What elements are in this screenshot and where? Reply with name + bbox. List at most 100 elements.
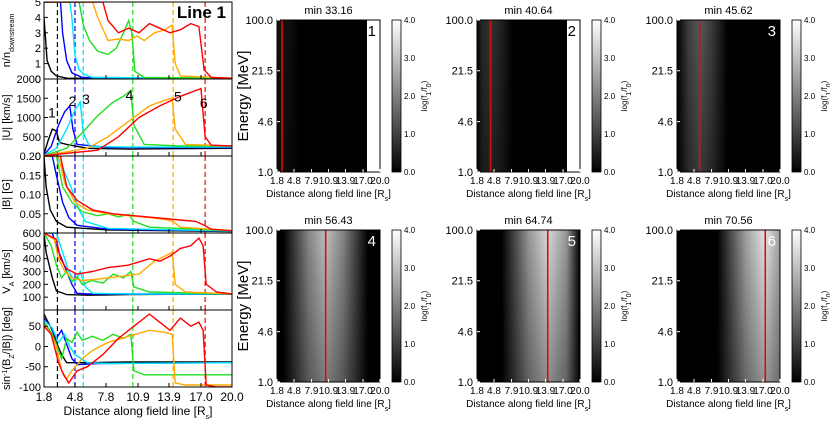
x-tick-label: 10.9 xyxy=(719,386,739,397)
y-tick-label: 0 xyxy=(35,341,41,353)
y-tick-label: 4.6 xyxy=(458,117,473,129)
y-tick-label: 4 xyxy=(35,12,41,24)
colorbar-tick-label: 1.0 xyxy=(604,340,616,349)
x-tick-label: 4.8 xyxy=(287,386,301,397)
series-4-curve xyxy=(44,321,232,376)
panel-number: 1 xyxy=(368,23,376,40)
heatmap-fade xyxy=(677,20,780,172)
series-label-4: 4 xyxy=(125,87,133,103)
panel-title: min 70.56 xyxy=(704,215,752,227)
y-tick-label: -100 xyxy=(19,382,41,394)
colorbar-tick-label: 1.0 xyxy=(604,130,616,139)
y-tick-label: 500 xyxy=(23,241,41,253)
series-6-curve xyxy=(44,233,232,295)
x-tick-label: 13.9 xyxy=(336,386,356,397)
y-tick-label: 500 xyxy=(23,132,41,144)
x-tick-label: 17.0 xyxy=(553,386,573,397)
series-5-curve xyxy=(44,233,232,295)
x-tick-label: 1.8 xyxy=(270,386,284,397)
series-6-curve xyxy=(44,156,232,232)
x-tick-label: 1.8 xyxy=(470,176,484,187)
y-axis-label: sin-1(BZ/|B|) [deg] xyxy=(1,307,16,390)
colorbar-tick-label: 1.0 xyxy=(404,130,416,139)
series-6-curve xyxy=(44,2,232,79)
y-tick-label: 1.0 xyxy=(658,167,673,179)
x-tick-label: 1.8 xyxy=(36,390,53,404)
heatmap-fade xyxy=(677,230,780,382)
x-tick-label: 13.9 xyxy=(157,390,181,404)
colorbar-tick-label: 2.0 xyxy=(804,92,816,101)
series-2-curve xyxy=(44,156,232,232)
colorbar-tick-label: 3.0 xyxy=(604,264,616,273)
x-axis-label: Distance along field line [Rs] xyxy=(666,399,791,413)
x-tick-label: 7.9 xyxy=(305,176,319,187)
x-tick-label: 20.0 xyxy=(570,176,590,187)
heatmap-panel-3: min 45.62 3 1.0 4.6 21.5 100.0 1.8 4.8 7.9 10.913… xyxy=(645,5,830,203)
y-tick-label: 4.6 xyxy=(658,327,673,339)
colorbar xyxy=(791,229,802,383)
series-label-1: 1 xyxy=(48,105,56,121)
heatmap-fade xyxy=(277,230,380,382)
x-tick-label: 1.8 xyxy=(670,386,684,397)
heatmap-empty-region xyxy=(566,20,580,172)
y-tick-label: 4.6 xyxy=(658,117,673,129)
y-tick-label: 400 xyxy=(23,254,41,266)
panel-number: 2 xyxy=(568,23,576,40)
y-tick-label: 4.6 xyxy=(258,327,273,339)
colorbar-label: log(f1/f0) xyxy=(820,290,830,321)
x-tick-label: 1.8 xyxy=(670,176,684,187)
x-tick-label: 20.0 xyxy=(220,390,244,404)
colorbar-tick-label: 4.0 xyxy=(804,226,816,235)
x-tick-label: 10.9 xyxy=(319,176,339,187)
x-tick-label: 17.0 xyxy=(753,386,773,397)
x-tick-label: 13.9 xyxy=(536,176,556,187)
panel-number: 5 xyxy=(568,233,576,250)
colorbar-tick-label: 3.0 xyxy=(404,54,416,63)
colorbar-tick-label: 2.0 xyxy=(404,92,416,101)
series-4-curve xyxy=(44,2,232,79)
y-tick-label: 5 xyxy=(35,0,41,9)
x-axis-label: Distance along field line [Rs] xyxy=(466,399,591,413)
profile-panel-5: -100 -50 0 50 sin-1(BZ/|B|) [deg] xyxy=(1,307,233,394)
y-tick-label: 21.5 xyxy=(652,276,673,288)
colorbar-tick-label: 0.0 xyxy=(404,168,416,177)
x-tick-label: 10.9 xyxy=(126,390,150,404)
x-tick-label: 10.9 xyxy=(319,386,339,397)
colorbar-label: log(f1/f0) xyxy=(820,80,830,111)
x-tick-label: 17.0 xyxy=(753,176,773,187)
x-tick-label: 4.8 xyxy=(67,390,84,404)
y-tick-label: 0.10 xyxy=(20,190,41,202)
y-tick-label: 50 xyxy=(29,321,41,333)
colorbar-tick-label: 2.0 xyxy=(604,302,616,311)
colorbar xyxy=(591,19,602,173)
series-5-curve xyxy=(44,97,232,156)
colorbar-tick-label: 1.0 xyxy=(804,130,816,139)
y-tick-label: 0.05 xyxy=(20,209,41,221)
colorbar-tick-label: 4.0 xyxy=(404,226,416,235)
x-tick-label: 13.9 xyxy=(736,386,756,397)
x-axis-label: Distance along field line [Rs] xyxy=(666,189,791,203)
series-4-curve xyxy=(44,156,232,232)
y-tick-label: 0 xyxy=(35,74,41,86)
y-tick-label: 100.0 xyxy=(245,225,273,237)
x-tick-label: 4.8 xyxy=(287,176,301,187)
y-tick-label: 1.0 xyxy=(258,167,273,179)
series-3-curve xyxy=(44,319,232,365)
y-tick-label: 1000 xyxy=(17,113,41,125)
x-tick-label: 10.9 xyxy=(519,176,539,187)
x-tick-label: 7.8 xyxy=(98,390,115,404)
series-6-curve xyxy=(44,313,232,387)
y-tick-label: 1.0 xyxy=(658,377,673,389)
colorbar-tick-label: 3.0 xyxy=(404,264,416,273)
panel-title: min 40.64 xyxy=(504,5,552,17)
y-axis-label: VA [km/s] xyxy=(1,249,16,293)
y-tick-label: 100.0 xyxy=(645,225,673,237)
colorbar-tick-label: 3.0 xyxy=(804,54,816,63)
y-tick-label: 2000 xyxy=(17,74,41,86)
colorbar xyxy=(591,229,602,383)
y-tick-label: 100 xyxy=(23,292,41,304)
x-tick-label: 10.9 xyxy=(519,386,539,397)
series-2-curve xyxy=(44,233,232,295)
